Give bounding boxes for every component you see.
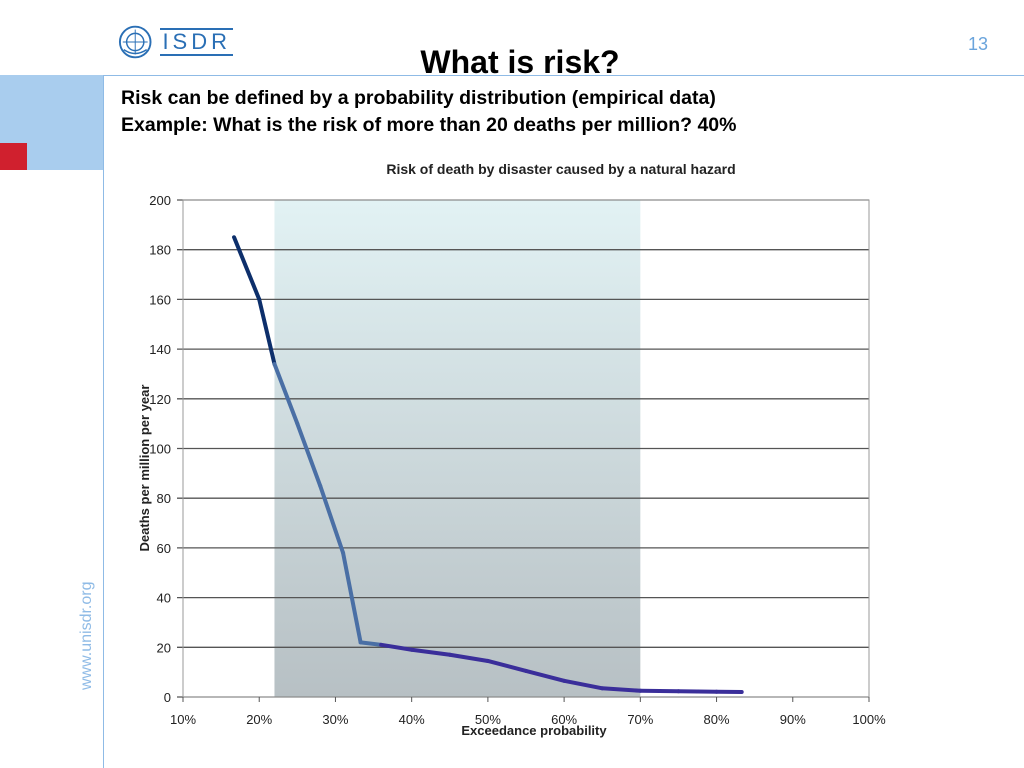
y-tick-label: 20 xyxy=(157,640,171,655)
y-tick-label: 60 xyxy=(157,541,171,556)
subtitle-line-1: Risk can be defined by a probability dis… xyxy=(121,87,716,109)
logo-text: ISDR xyxy=(160,28,233,56)
series-segment xyxy=(341,550,363,645)
series-segment xyxy=(257,297,277,367)
x-tick-label: 100% xyxy=(852,712,886,727)
plot-frame xyxy=(182,199,870,698)
series-layer xyxy=(232,235,744,695)
page-number: 13 xyxy=(967,34,988,54)
y-tick-layer: 0 20 40 60 80 100 120 140 160 180 200 xyxy=(149,193,171,705)
series-segment xyxy=(524,668,567,683)
series-segment xyxy=(232,235,262,302)
x-tick-label: 20% xyxy=(246,712,272,727)
vertical-url: www.unisdr.org xyxy=(78,581,95,691)
chart-title: Risk of death by disaster caused by a na… xyxy=(386,161,735,177)
y-tick-label: 140 xyxy=(149,342,171,357)
x-tick-label: 70% xyxy=(627,712,653,727)
y-tick-label: 200 xyxy=(149,193,171,208)
series-segment xyxy=(358,640,384,647)
y-axis-label: Deaths per million per year xyxy=(137,385,152,552)
y-tick-label: 120 xyxy=(149,392,171,407)
x-tick-label: 40% xyxy=(399,712,425,727)
risk-chart: Risk of death by disaster caused by a na… xyxy=(137,161,886,738)
x-tick-label: 90% xyxy=(780,712,806,727)
series-segment xyxy=(379,642,414,652)
header-rule xyxy=(103,75,1024,76)
x-tick-label: 30% xyxy=(322,712,348,727)
x-tick-label: 10% xyxy=(170,712,196,727)
x-tick-layer: 10% 20% 30% 40% 50% 60% 70% 80% 90% 100% xyxy=(170,697,886,727)
x-tick-label: 50% xyxy=(475,712,501,727)
y-tick-label: 80 xyxy=(157,491,171,506)
y-tick-label: 180 xyxy=(149,243,171,258)
subtitle-line-2: Example: What is the risk of more than 2… xyxy=(121,114,737,136)
series-segment xyxy=(272,362,300,426)
series-segment xyxy=(562,678,605,691)
x-axis-label: Exceedance probability xyxy=(461,723,607,738)
series-segment xyxy=(409,647,452,657)
y-tick-label: 160 xyxy=(149,292,171,307)
x-tick-label: 60% xyxy=(551,712,577,727)
y-tick-label: 100 xyxy=(149,442,171,457)
series-segment xyxy=(485,658,528,673)
y-tick-label: 40 xyxy=(157,591,171,606)
slide-title: What is risk? xyxy=(420,44,620,80)
series-segment xyxy=(600,686,643,693)
series-segment xyxy=(295,421,323,488)
x-tick-label: 80% xyxy=(704,712,730,727)
un-emblem-icon xyxy=(118,25,152,59)
isdr-logo: ISDR xyxy=(118,22,233,62)
accent-red-block xyxy=(0,143,27,170)
left-sidebar-band xyxy=(0,75,104,768)
y-tick-label: 0 xyxy=(164,690,171,705)
series-segment xyxy=(318,483,346,555)
series-segment xyxy=(447,652,490,663)
